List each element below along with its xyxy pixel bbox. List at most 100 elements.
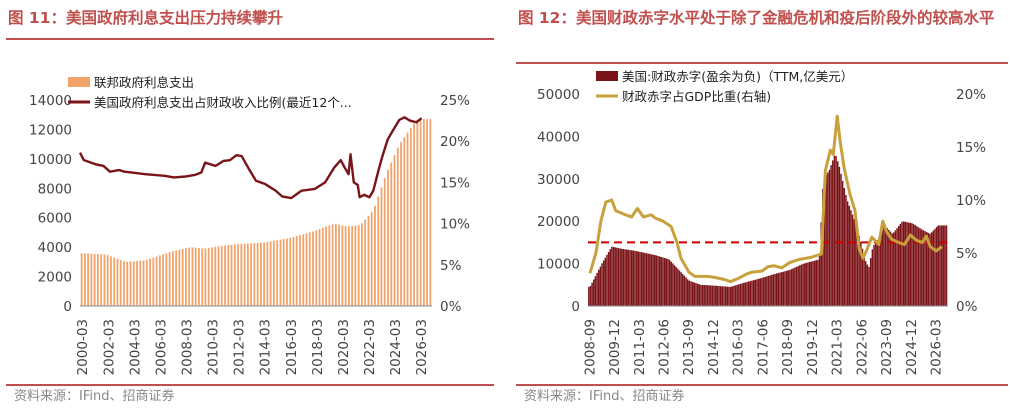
bar: [766, 276, 768, 306]
x-tick: 2011-03: [632, 319, 648, 375]
x-tick: 2006-03: [153, 319, 169, 375]
bar: [840, 173, 842, 306]
bar: [688, 280, 691, 306]
bar: [149, 258, 151, 306]
bar: [396, 147, 399, 306]
ratio-line: [588, 114, 943, 284]
chart-title: 图 12：美国财政赤字水平处于除了金融危机和疫后阶段外的较高水平: [518, 9, 995, 27]
bar: [589, 285, 592, 306]
bar: [269, 241, 272, 306]
bar: [614, 247, 616, 306]
bar: [914, 225, 916, 306]
bar: [736, 284, 738, 306]
bar: [749, 281, 752, 306]
bar: [640, 252, 643, 306]
bar: [80, 253, 83, 306]
bar: [866, 264, 869, 306]
bar: [652, 254, 654, 306]
bar: [606, 254, 608, 306]
bar: [909, 222, 911, 306]
y-tick-left: 14000: [29, 93, 72, 109]
bar: [893, 232, 895, 306]
bar: [145, 259, 148, 306]
bar: [90, 253, 93, 306]
bar: [416, 121, 419, 307]
bar: [619, 248, 621, 306]
bar: [162, 254, 164, 306]
x-tick: 2021-03: [830, 319, 846, 375]
bar: [884, 226, 887, 306]
bar: [273, 240, 275, 306]
bar: [865, 261, 867, 306]
bar: [667, 259, 669, 306]
bar: [233, 244, 236, 306]
bar: [126, 261, 129, 306]
bar: [719, 286, 722, 306]
bar: [334, 223, 337, 306]
bar: [756, 279, 758, 306]
x-tick: 2024-03: [388, 319, 404, 375]
bar: [295, 236, 298, 306]
bar: [883, 227, 885, 306]
bar: [825, 174, 827, 306]
source-rule: [516, 384, 1008, 386]
bar: [645, 253, 648, 306]
bar: [899, 223, 902, 306]
bar: [152, 257, 155, 306]
bar: [390, 162, 393, 306]
bar: [871, 249, 874, 306]
x-tick: 2022-03: [362, 319, 378, 375]
bar: [308, 232, 311, 306]
bar-series: [80, 119, 432, 307]
bar: [217, 246, 220, 306]
bar: [683, 275, 686, 306]
bar: [158, 255, 161, 306]
bar: [383, 178, 386, 306]
bar: [639, 251, 641, 306]
bar: [838, 166, 841, 306]
bar: [886, 228, 888, 306]
bar: [607, 252, 610, 306]
bar: [906, 222, 908, 306]
bar: [201, 248, 204, 306]
bar: [937, 225, 940, 306]
bar: [419, 119, 422, 307]
bar: [802, 263, 804, 306]
bar: [237, 244, 239, 306]
bar: [364, 219, 367, 306]
legend-label: 财政赤字占GDP比重(右轴): [622, 89, 771, 104]
bar: [775, 273, 778, 306]
bar: [685, 277, 687, 306]
y-tick-left: 8000: [38, 181, 72, 197]
bar: [739, 283, 742, 306]
y-tick-right: 20%: [956, 87, 986, 103]
bar: [429, 119, 432, 306]
x-tick: 2012-03: [232, 319, 248, 375]
bar: [700, 284, 702, 306]
bar: [240, 243, 243, 306]
interest-expense-chart: 0 2000 4000 6000 8000 10000 12000 14000 0% 5% 10% 1…: [29, 75, 470, 375]
bar: [861, 248, 864, 306]
x-tick: 2023-09: [879, 319, 895, 375]
bar: [123, 261, 125, 306]
bar: [250, 243, 252, 306]
bar: [705, 285, 707, 306]
bar: [757, 278, 760, 306]
bar: [733, 285, 735, 306]
bar: [855, 224, 857, 306]
legend: 联邦政府利息支出美国政府利息支出占财政收入比例(最近12个...: [68, 75, 352, 110]
bar: [729, 286, 732, 306]
bar: [331, 224, 334, 306]
bar: [835, 156, 837, 306]
bar: [738, 284, 740, 306]
bar: [746, 281, 748, 306]
bar: [790, 269, 793, 306]
bar: [413, 123, 415, 306]
left-panel: 图 11：美国政府利息支出压力持续攀升 0 2000 4000 6000 8000 100…: [0, 0, 500, 410]
bar: [820, 222, 822, 306]
bar: [649, 253, 651, 306]
bar: [224, 245, 226, 306]
x-tick: 2026-03: [928, 319, 944, 375]
bar: [901, 221, 903, 306]
x-tick: 2020-03: [336, 319, 352, 375]
